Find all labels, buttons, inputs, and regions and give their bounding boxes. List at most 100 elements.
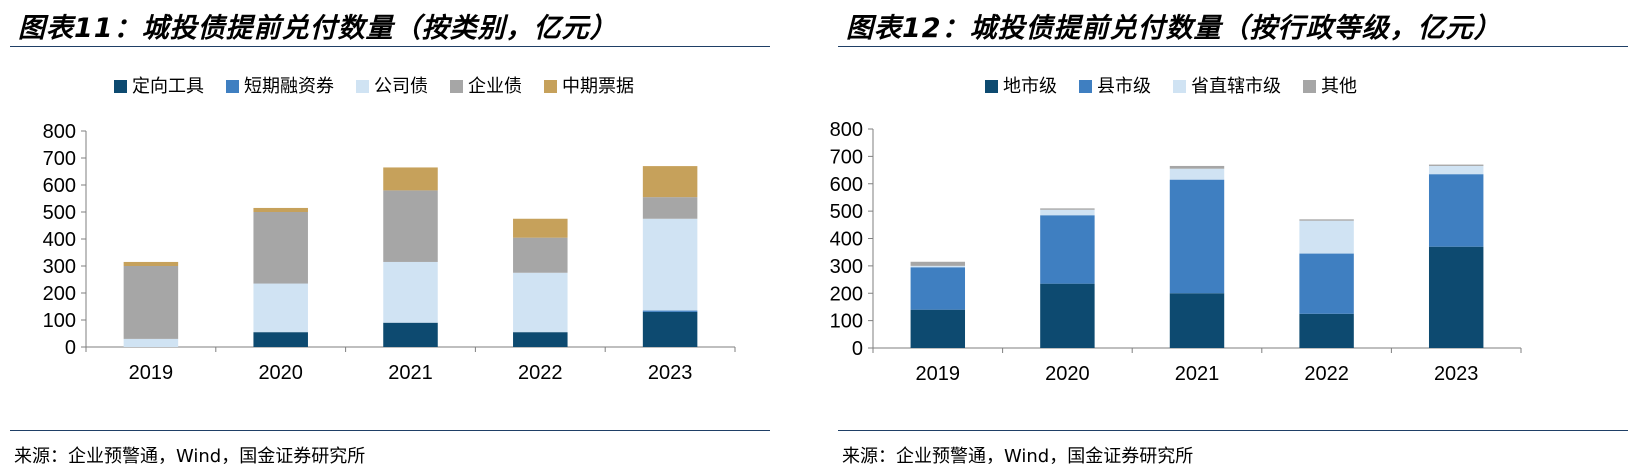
legend: 地市级 县市级 省直辖市级 其他 xyxy=(985,76,1357,97)
bar-segment xyxy=(642,218,698,311)
legend-swatch xyxy=(985,80,998,93)
bar-segment xyxy=(253,332,308,347)
y-tick-label: 600 xyxy=(43,175,76,197)
bar-segment xyxy=(253,212,308,284)
bar-segment xyxy=(1169,168,1225,180)
bar-segment xyxy=(1428,246,1484,348)
bar-segment xyxy=(253,207,308,212)
x-tick-label: 2021 xyxy=(388,362,433,384)
y-tick-label: 300 xyxy=(830,256,863,278)
bar-segment xyxy=(123,266,179,339)
title-divider xyxy=(838,46,1628,47)
legend-swatch xyxy=(1173,80,1186,93)
bar-segment xyxy=(123,338,179,347)
bar-segment xyxy=(1169,165,1225,169)
x-tick-label: 2022 xyxy=(518,362,563,384)
stacked-bar-chart-by-category: 定向工具 短期融资券 公司债 企业债 中期票据 0 100 200 300 400 500 600 70… xyxy=(43,76,736,384)
legend-swatch xyxy=(1079,80,1092,93)
bar-segment xyxy=(513,218,568,238)
x-tick-label: 2022 xyxy=(1304,363,1349,385)
bar-segment xyxy=(1428,165,1484,175)
bar-segment xyxy=(383,261,438,323)
bar-segment xyxy=(642,197,698,219)
bar-segment xyxy=(513,272,568,333)
y-tick-label: 400 xyxy=(830,229,863,251)
x-tick-label: 2020 xyxy=(1045,363,1090,385)
bar-segment xyxy=(513,332,568,347)
legend-swatch xyxy=(114,80,127,93)
y-tick-label: 800 xyxy=(830,119,863,141)
bar-segment xyxy=(1040,209,1095,216)
y-tick-label: 300 xyxy=(43,256,76,278)
bar-segment xyxy=(1040,283,1095,348)
y-tick-label: 500 xyxy=(43,202,76,224)
y-tick-label: 500 xyxy=(830,201,863,223)
x-tick-label: 2021 xyxy=(1175,363,1220,385)
source-divider xyxy=(838,430,1628,431)
bar-segment xyxy=(1169,179,1225,294)
bar-segment xyxy=(910,309,966,348)
title-divider xyxy=(10,46,770,47)
legend-swatch xyxy=(450,80,463,93)
legend-swatch xyxy=(544,80,557,93)
legend-label: 公司债 xyxy=(374,76,428,97)
y-tick-label: 700 xyxy=(830,146,863,168)
bar-segment xyxy=(123,261,179,266)
legend-label: 中期票据 xyxy=(562,76,634,97)
source-note: 来源：企业预警通，Wind，国金证券研究所 xyxy=(842,446,1194,467)
legend-label: 县市级 xyxy=(1097,76,1151,97)
x-tick-label: 2020 xyxy=(258,362,303,384)
bar-segment xyxy=(1299,253,1354,314)
bar-segment xyxy=(642,310,698,312)
y-tick-label: 800 xyxy=(43,121,76,143)
source-divider xyxy=(10,430,770,431)
legend-swatch xyxy=(1303,80,1316,93)
legend-label: 省直辖市级 xyxy=(1191,76,1281,97)
chart-title: 图表11：城投债提前兑付数量（按类别，亿元） xyxy=(18,13,618,44)
bar-segment xyxy=(910,265,966,268)
y-tick-label: 600 xyxy=(830,174,863,196)
legend-swatch xyxy=(226,80,239,93)
legend-label: 企业债 xyxy=(468,76,522,97)
y-tick-label: 200 xyxy=(43,283,76,305)
legend: 定向工具 短期融资券 公司债 企业债 中期票据 xyxy=(114,76,634,97)
bar-segment xyxy=(1299,313,1354,348)
bar-segment xyxy=(1428,174,1484,247)
x-tick-label: 2023 xyxy=(1434,363,1479,385)
y-tick-label: 100 xyxy=(43,310,76,332)
bar-segment xyxy=(383,167,438,191)
y-tick-label: 0 xyxy=(65,337,76,359)
chart-panel-admin-level: 图表12：城投债提前兑付数量（按行政等级，亿元） 地市级 县市级 省直辖市级 其他 0 1… xyxy=(830,0,1638,476)
stacked-bar-chart-by-admin-level: 地市级 县市级 省直辖市级 其他 0 100 200 300 400 500 600 700 800 20… xyxy=(830,76,1522,385)
bar-segment xyxy=(642,311,698,347)
bar-segment xyxy=(513,237,568,273)
chart-panel-categories: 图表11：城投债提前兑付数量（按类别，亿元） 定向工具 短期融资券 公司债 企业债 中期… xyxy=(0,0,800,476)
bar-segment xyxy=(910,267,966,310)
chart-title: 图表12：城投债提前兑付数量（按行政等级，亿元） xyxy=(846,13,1502,44)
legend-label: 地市级 xyxy=(1003,76,1057,97)
x-tick-label: 2019 xyxy=(129,362,174,384)
bar-segment xyxy=(1040,208,1095,210)
y-tick-label: 700 xyxy=(43,148,76,170)
y-tick-label: 0 xyxy=(852,338,863,360)
legend-label: 其他 xyxy=(1321,76,1357,97)
bar-segment xyxy=(1299,219,1354,221)
legend-label: 短期融资券 xyxy=(244,76,334,97)
legend-label: 定向工具 xyxy=(132,76,204,97)
bar-segment xyxy=(383,190,438,262)
bar-segment xyxy=(1040,215,1095,284)
y-tick-label: 400 xyxy=(43,229,76,251)
bar-segment xyxy=(910,261,966,266)
y-tick-label: 100 xyxy=(830,311,863,333)
bar-segment xyxy=(1299,220,1354,254)
x-tick-label: 2019 xyxy=(916,363,961,385)
legend-swatch xyxy=(356,80,369,93)
bar-segment xyxy=(253,283,308,333)
bar-segment xyxy=(1169,293,1225,348)
source-note: 来源：企业预警通，Wind，国金证券研究所 xyxy=(14,446,366,467)
bar-segment xyxy=(383,322,438,347)
y-tick-label: 200 xyxy=(830,283,863,305)
x-tick-label: 2023 xyxy=(648,362,693,384)
bar-segment xyxy=(642,166,698,198)
bar-segment xyxy=(1428,164,1484,166)
